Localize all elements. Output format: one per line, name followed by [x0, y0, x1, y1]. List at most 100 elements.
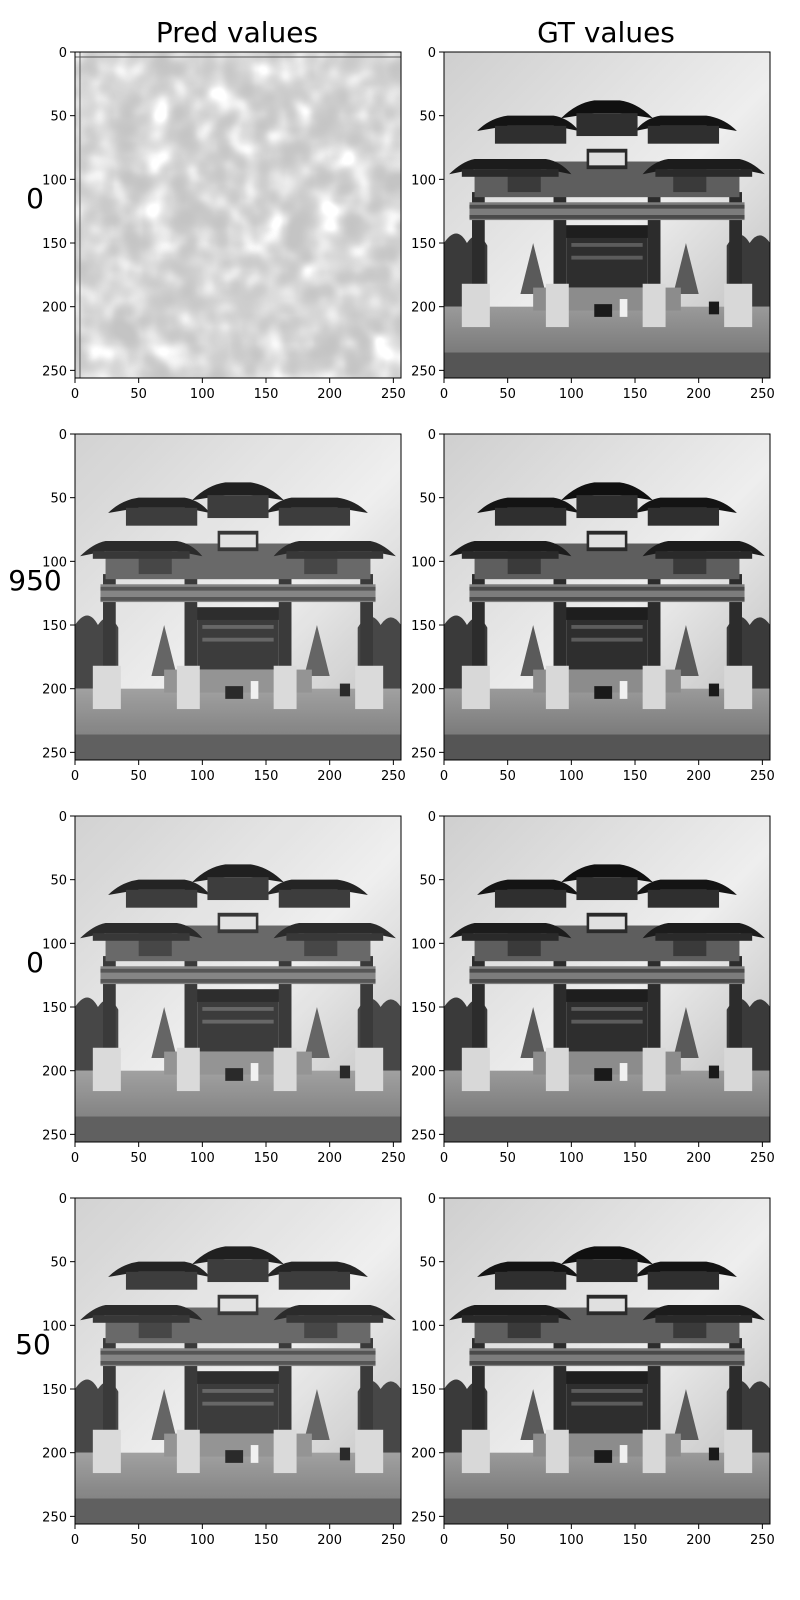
x-tick-label: 200	[686, 769, 711, 784]
y-tick-label: 200	[411, 301, 436, 316]
x-tick-label: 100	[190, 1533, 215, 1548]
y-tick-label: 100	[42, 1319, 67, 1334]
x-tick-label: 250	[381, 387, 406, 402]
y-tick-label: 50	[419, 110, 436, 125]
y-tick-label: 200	[411, 1447, 436, 1462]
y-tick-label: 250	[42, 364, 67, 379]
y-tick-label: 250	[411, 1128, 436, 1143]
x-tick-label: 100	[559, 769, 584, 784]
y-tick-label: 100	[411, 555, 436, 570]
y-tick-label: 50	[419, 874, 436, 889]
column-title-pred: Pred values	[156, 16, 318, 49]
y-tick-label: 100	[411, 937, 436, 952]
x-tick-label: 0	[71, 1151, 79, 1166]
y-tick-label: 0	[59, 810, 67, 825]
x-tick-label: 0	[71, 769, 79, 784]
y-tick-label: 50	[419, 1256, 436, 1271]
x-tick-label: 150	[254, 387, 279, 402]
y-tick-label: 150	[42, 1383, 67, 1398]
x-tick-label: 0	[440, 769, 448, 784]
y-tick-label: 250	[42, 1128, 67, 1143]
x-tick-label: 100	[190, 387, 215, 402]
y-tick-label: 0	[428, 1192, 436, 1207]
y-tick-label: 50	[50, 110, 67, 125]
x-tick-label: 200	[317, 769, 342, 784]
x-tick-label: 50	[499, 1533, 516, 1548]
x-tick-label: 100	[559, 387, 584, 402]
x-tick-label: 100	[190, 769, 215, 784]
x-tick-label: 0	[71, 1533, 79, 1548]
x-tick-label: 150	[254, 1151, 279, 1166]
x-tick-label: 150	[623, 1533, 648, 1548]
archway-image	[75, 1198, 401, 1524]
y-tick-label: 0	[59, 1192, 67, 1207]
axes-frame	[443, 51, 771, 379]
x-tick-label: 200	[686, 1533, 711, 1548]
x-tick-label: 0	[71, 387, 79, 402]
axes-frame	[74, 815, 402, 1143]
x-tick-label: 250	[750, 769, 775, 784]
axes-frame	[74, 51, 402, 379]
axes-frame	[74, 1197, 402, 1525]
y-tick-label: 200	[42, 1065, 67, 1080]
x-tick-label: 150	[623, 387, 648, 402]
y-tick-label: 50	[50, 874, 67, 889]
x-tick-label: 100	[559, 1151, 584, 1166]
y-tick-label: 250	[42, 1510, 67, 1525]
axes-frame	[443, 1197, 771, 1525]
x-tick-label: 150	[254, 769, 279, 784]
y-tick-label: 150	[411, 1001, 436, 1016]
x-tick-label: 150	[254, 1533, 279, 1548]
y-tick-label: 100	[42, 173, 67, 188]
archway-image	[444, 816, 770, 1142]
row-label-4: 50	[15, 1328, 51, 1361]
archway-image	[444, 434, 770, 760]
y-tick-label: 150	[411, 237, 436, 252]
y-tick-label: 50	[50, 492, 67, 507]
noise-image	[75, 52, 401, 378]
x-tick-label: 250	[750, 1533, 775, 1548]
x-tick-label: 250	[750, 1151, 775, 1166]
panel-grid: 0 50 100 150 200 250 0 50 100 150 200 250 0 50 100 150 2…	[42, 46, 775, 1548]
y-tick-label: 100	[411, 173, 436, 188]
row-label-2: 950	[8, 564, 61, 597]
y-tick-label: 0	[428, 428, 436, 443]
y-tick-label: 150	[411, 1383, 436, 1398]
y-tick-label: 250	[411, 746, 436, 761]
y-tick-label: 0	[428, 46, 436, 61]
column-title-gt: GT values	[537, 16, 675, 49]
x-tick-label: 200	[317, 1533, 342, 1548]
y-tick-label: 250	[411, 1510, 436, 1525]
x-tick-label: 200	[317, 387, 342, 402]
y-tick-label: 200	[411, 1065, 436, 1080]
y-tick-label: 150	[411, 619, 436, 634]
x-tick-label: 50	[130, 769, 147, 784]
axes-frame	[443, 433, 771, 761]
y-tick-label: 100	[42, 555, 67, 570]
y-tick-label: 250	[42, 746, 67, 761]
x-tick-label: 250	[381, 1151, 406, 1166]
x-tick-label: 50	[130, 1151, 147, 1166]
y-tick-label: 100	[42, 937, 67, 952]
y-tick-label: 100	[411, 1319, 436, 1334]
archway-image	[75, 816, 401, 1142]
y-tick-label: 0	[59, 428, 67, 443]
x-tick-label: 100	[559, 1533, 584, 1548]
y-tick-label: 200	[42, 683, 67, 698]
x-tick-label: 50	[130, 1533, 147, 1548]
row-label-1: 0	[26, 182, 44, 215]
x-tick-label: 0	[440, 387, 448, 402]
x-tick-label: 250	[381, 1533, 406, 1548]
y-tick-label: 50	[50, 1256, 67, 1271]
axes-frame	[443, 815, 771, 1143]
image-panel: 0 50 100 150 200 250 0 50 100 150 200 250	[42, 46, 406, 402]
y-tick-label: 0	[428, 810, 436, 825]
x-tick-label: 200	[686, 387, 711, 402]
x-tick-label: 250	[750, 387, 775, 402]
archway-image	[444, 1198, 770, 1524]
image-panel: 0 50 100 150 200 250 0 50 100 150 200 250	[42, 1192, 406, 1548]
y-tick-label: 200	[42, 1447, 67, 1462]
archway-image	[75, 434, 401, 760]
x-tick-label: 50	[130, 387, 147, 402]
